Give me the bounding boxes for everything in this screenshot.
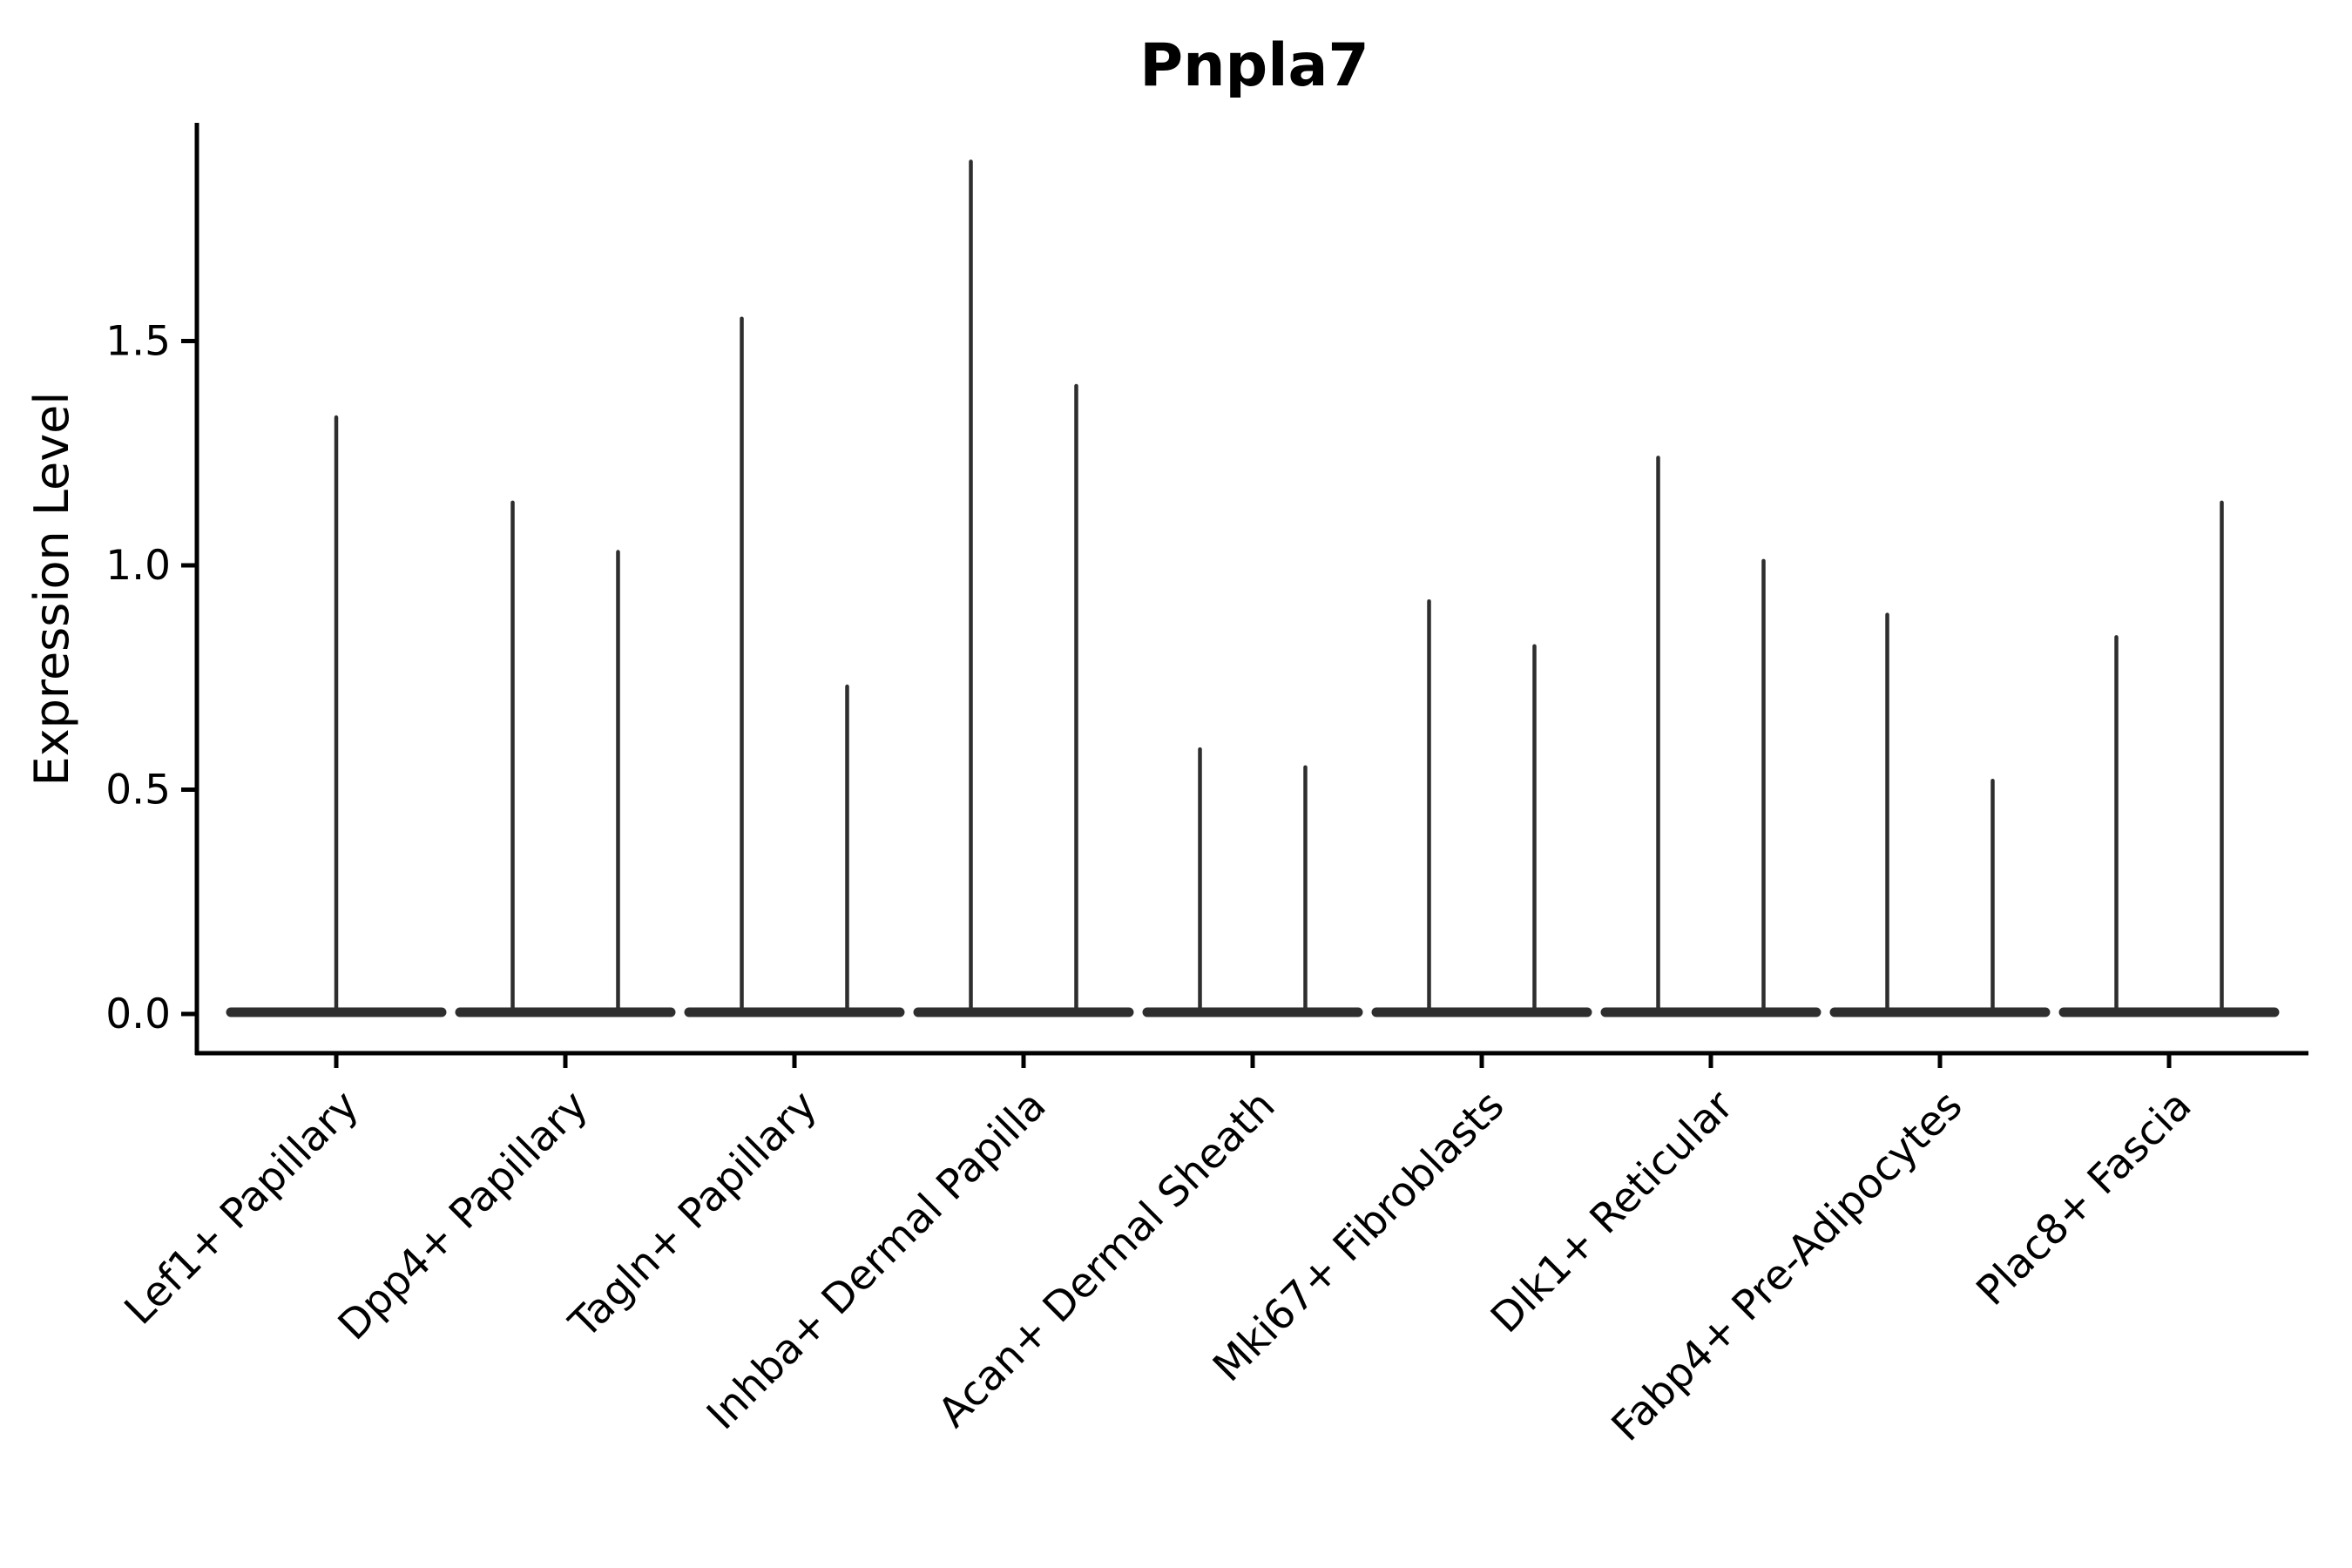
y-axis-label: Expression Level: [24, 392, 79, 787]
violin-group: [1829, 612, 2051, 1017]
violin-group: [2058, 500, 2280, 1017]
violin-group: [684, 316, 905, 1017]
y-axis: 0.0 0.5 1.0 1.5: [105, 123, 199, 1055]
violin-group: [1142, 747, 1363, 1017]
y-tick-label: 1.0: [105, 542, 171, 590]
y-tick-label: 0.0: [105, 990, 171, 1038]
violin-group: [913, 159, 1134, 1017]
violin-group: [226, 415, 447, 1017]
x-tick-label: Tagln+ Papillary: [560, 1082, 827, 1348]
x-tick-label: Plac8+ Fascia: [1968, 1082, 2201, 1315]
x-tick-label: Dlk1+ Reticular: [1482, 1081, 1743, 1342]
violins: [226, 159, 2280, 1017]
x-tick-label: Lef1+ Papillary: [116, 1082, 368, 1335]
violin-group: [455, 500, 676, 1017]
violin-group: [1600, 456, 1821, 1017]
violin-group: [1371, 598, 1592, 1017]
x-tick-label: Dpp4+ Papillary: [329, 1082, 598, 1350]
y-tick-label: 1.5: [105, 318, 171, 366]
chart-title: Pnpla7: [1139, 31, 1369, 100]
y-tick-label: 0.5: [105, 767, 171, 814]
